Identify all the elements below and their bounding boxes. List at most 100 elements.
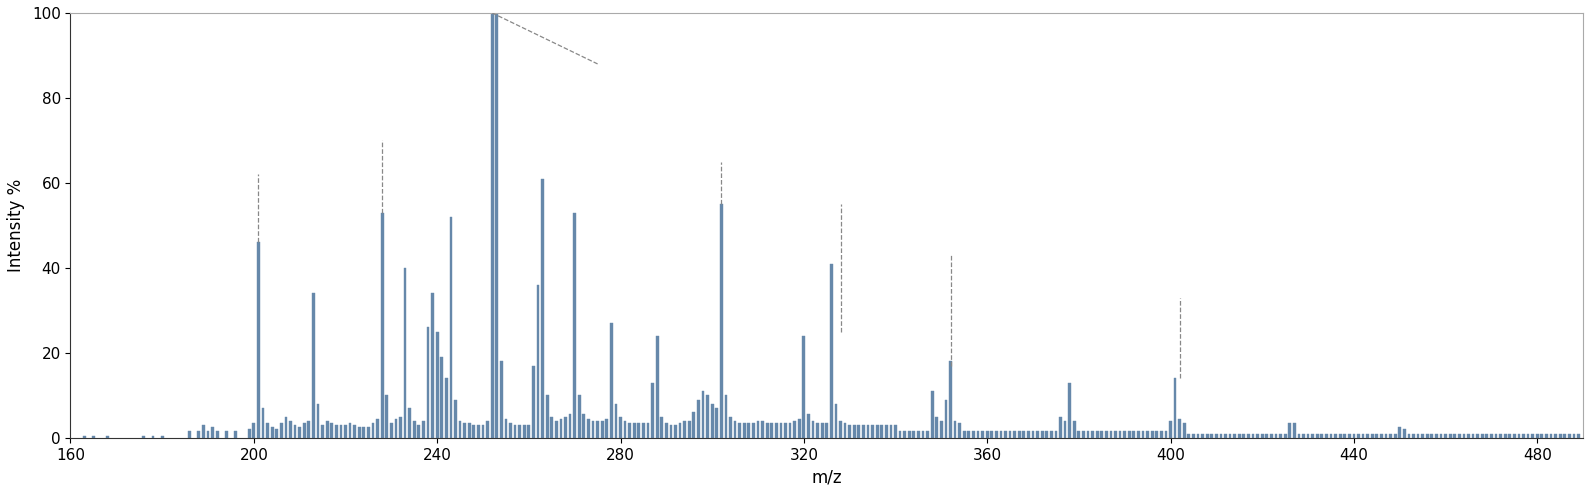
Bar	[569, 415, 571, 438]
Bar	[299, 427, 301, 438]
Bar	[440, 357, 444, 438]
Bar	[1563, 433, 1566, 438]
Bar	[394, 419, 398, 438]
Bar	[1202, 433, 1204, 438]
Bar	[1426, 433, 1428, 438]
Bar	[555, 421, 558, 438]
Bar	[1293, 423, 1296, 438]
Bar	[1297, 433, 1301, 438]
Bar	[660, 417, 663, 438]
Bar	[852, 425, 855, 438]
Bar	[514, 425, 517, 438]
Bar	[253, 423, 256, 438]
Bar	[835, 404, 838, 438]
Bar	[262, 408, 264, 438]
Bar	[248, 429, 251, 438]
Bar	[1275, 433, 1277, 438]
Bar	[894, 425, 897, 438]
Bar	[720, 204, 723, 438]
Bar	[353, 425, 356, 438]
Bar	[1448, 433, 1452, 438]
Bar	[995, 431, 999, 438]
Bar	[1509, 433, 1510, 438]
Bar	[418, 425, 420, 438]
Bar	[363, 427, 366, 438]
Bar	[1317, 433, 1318, 438]
Bar	[1553, 433, 1557, 438]
Bar	[789, 423, 792, 438]
Bar	[825, 423, 828, 438]
Bar	[1573, 433, 1576, 438]
Bar	[1032, 431, 1035, 438]
Bar	[881, 425, 882, 438]
Bar	[1358, 433, 1359, 438]
Bar	[1280, 433, 1282, 438]
Bar	[151, 436, 154, 438]
Bar	[696, 399, 700, 438]
Bar	[619, 417, 622, 438]
Bar	[377, 419, 378, 438]
Bar	[1234, 433, 1235, 438]
Bar	[1568, 433, 1571, 438]
Bar	[537, 285, 539, 438]
Bar	[1394, 433, 1396, 438]
Bar	[1334, 433, 1337, 438]
Bar	[954, 421, 957, 438]
Bar	[1224, 433, 1227, 438]
Bar	[285, 417, 288, 438]
Bar	[1192, 433, 1194, 438]
Bar	[1064, 421, 1067, 438]
Bar	[491, 13, 493, 438]
Bar	[601, 421, 604, 438]
Bar	[1068, 383, 1072, 438]
Bar	[1407, 433, 1410, 438]
Bar	[1463, 433, 1466, 438]
Bar	[688, 421, 690, 438]
Bar	[533, 365, 534, 438]
Bar	[367, 427, 370, 438]
Y-axis label: Intensity %: Intensity %	[6, 179, 25, 272]
Bar	[358, 427, 361, 438]
Bar	[1173, 378, 1177, 438]
Bar	[830, 264, 833, 438]
Bar	[1037, 431, 1038, 438]
Bar	[844, 423, 846, 438]
Bar	[445, 378, 448, 438]
Bar	[413, 421, 415, 438]
Bar	[1266, 433, 1269, 438]
Bar	[964, 431, 965, 438]
Bar	[1059, 417, 1062, 438]
Bar	[83, 436, 86, 438]
Bar	[971, 431, 975, 438]
Bar	[1256, 433, 1259, 438]
Bar	[211, 427, 215, 438]
Bar	[903, 431, 906, 438]
Bar	[1127, 431, 1130, 438]
Bar	[1302, 433, 1305, 438]
Bar	[949, 361, 952, 438]
Bar	[1390, 433, 1391, 438]
Bar	[1380, 433, 1383, 438]
Bar	[1086, 431, 1089, 438]
Bar	[372, 423, 374, 438]
Bar	[270, 427, 273, 438]
Bar	[1078, 431, 1080, 438]
Bar	[92, 436, 95, 438]
Bar	[898, 431, 902, 438]
Bar	[161, 436, 164, 438]
Bar	[889, 425, 892, 438]
Bar	[1288, 423, 1291, 438]
Bar	[1431, 433, 1433, 438]
Bar	[582, 415, 585, 438]
Bar	[917, 431, 921, 438]
Bar	[312, 293, 315, 438]
Bar	[1476, 433, 1479, 438]
Bar	[258, 243, 259, 438]
Bar	[1329, 433, 1332, 438]
Bar	[1541, 433, 1544, 438]
Bar	[1421, 433, 1425, 438]
Bar	[652, 383, 653, 438]
Bar	[816, 423, 819, 438]
Bar	[294, 425, 296, 438]
Bar	[1123, 431, 1126, 438]
